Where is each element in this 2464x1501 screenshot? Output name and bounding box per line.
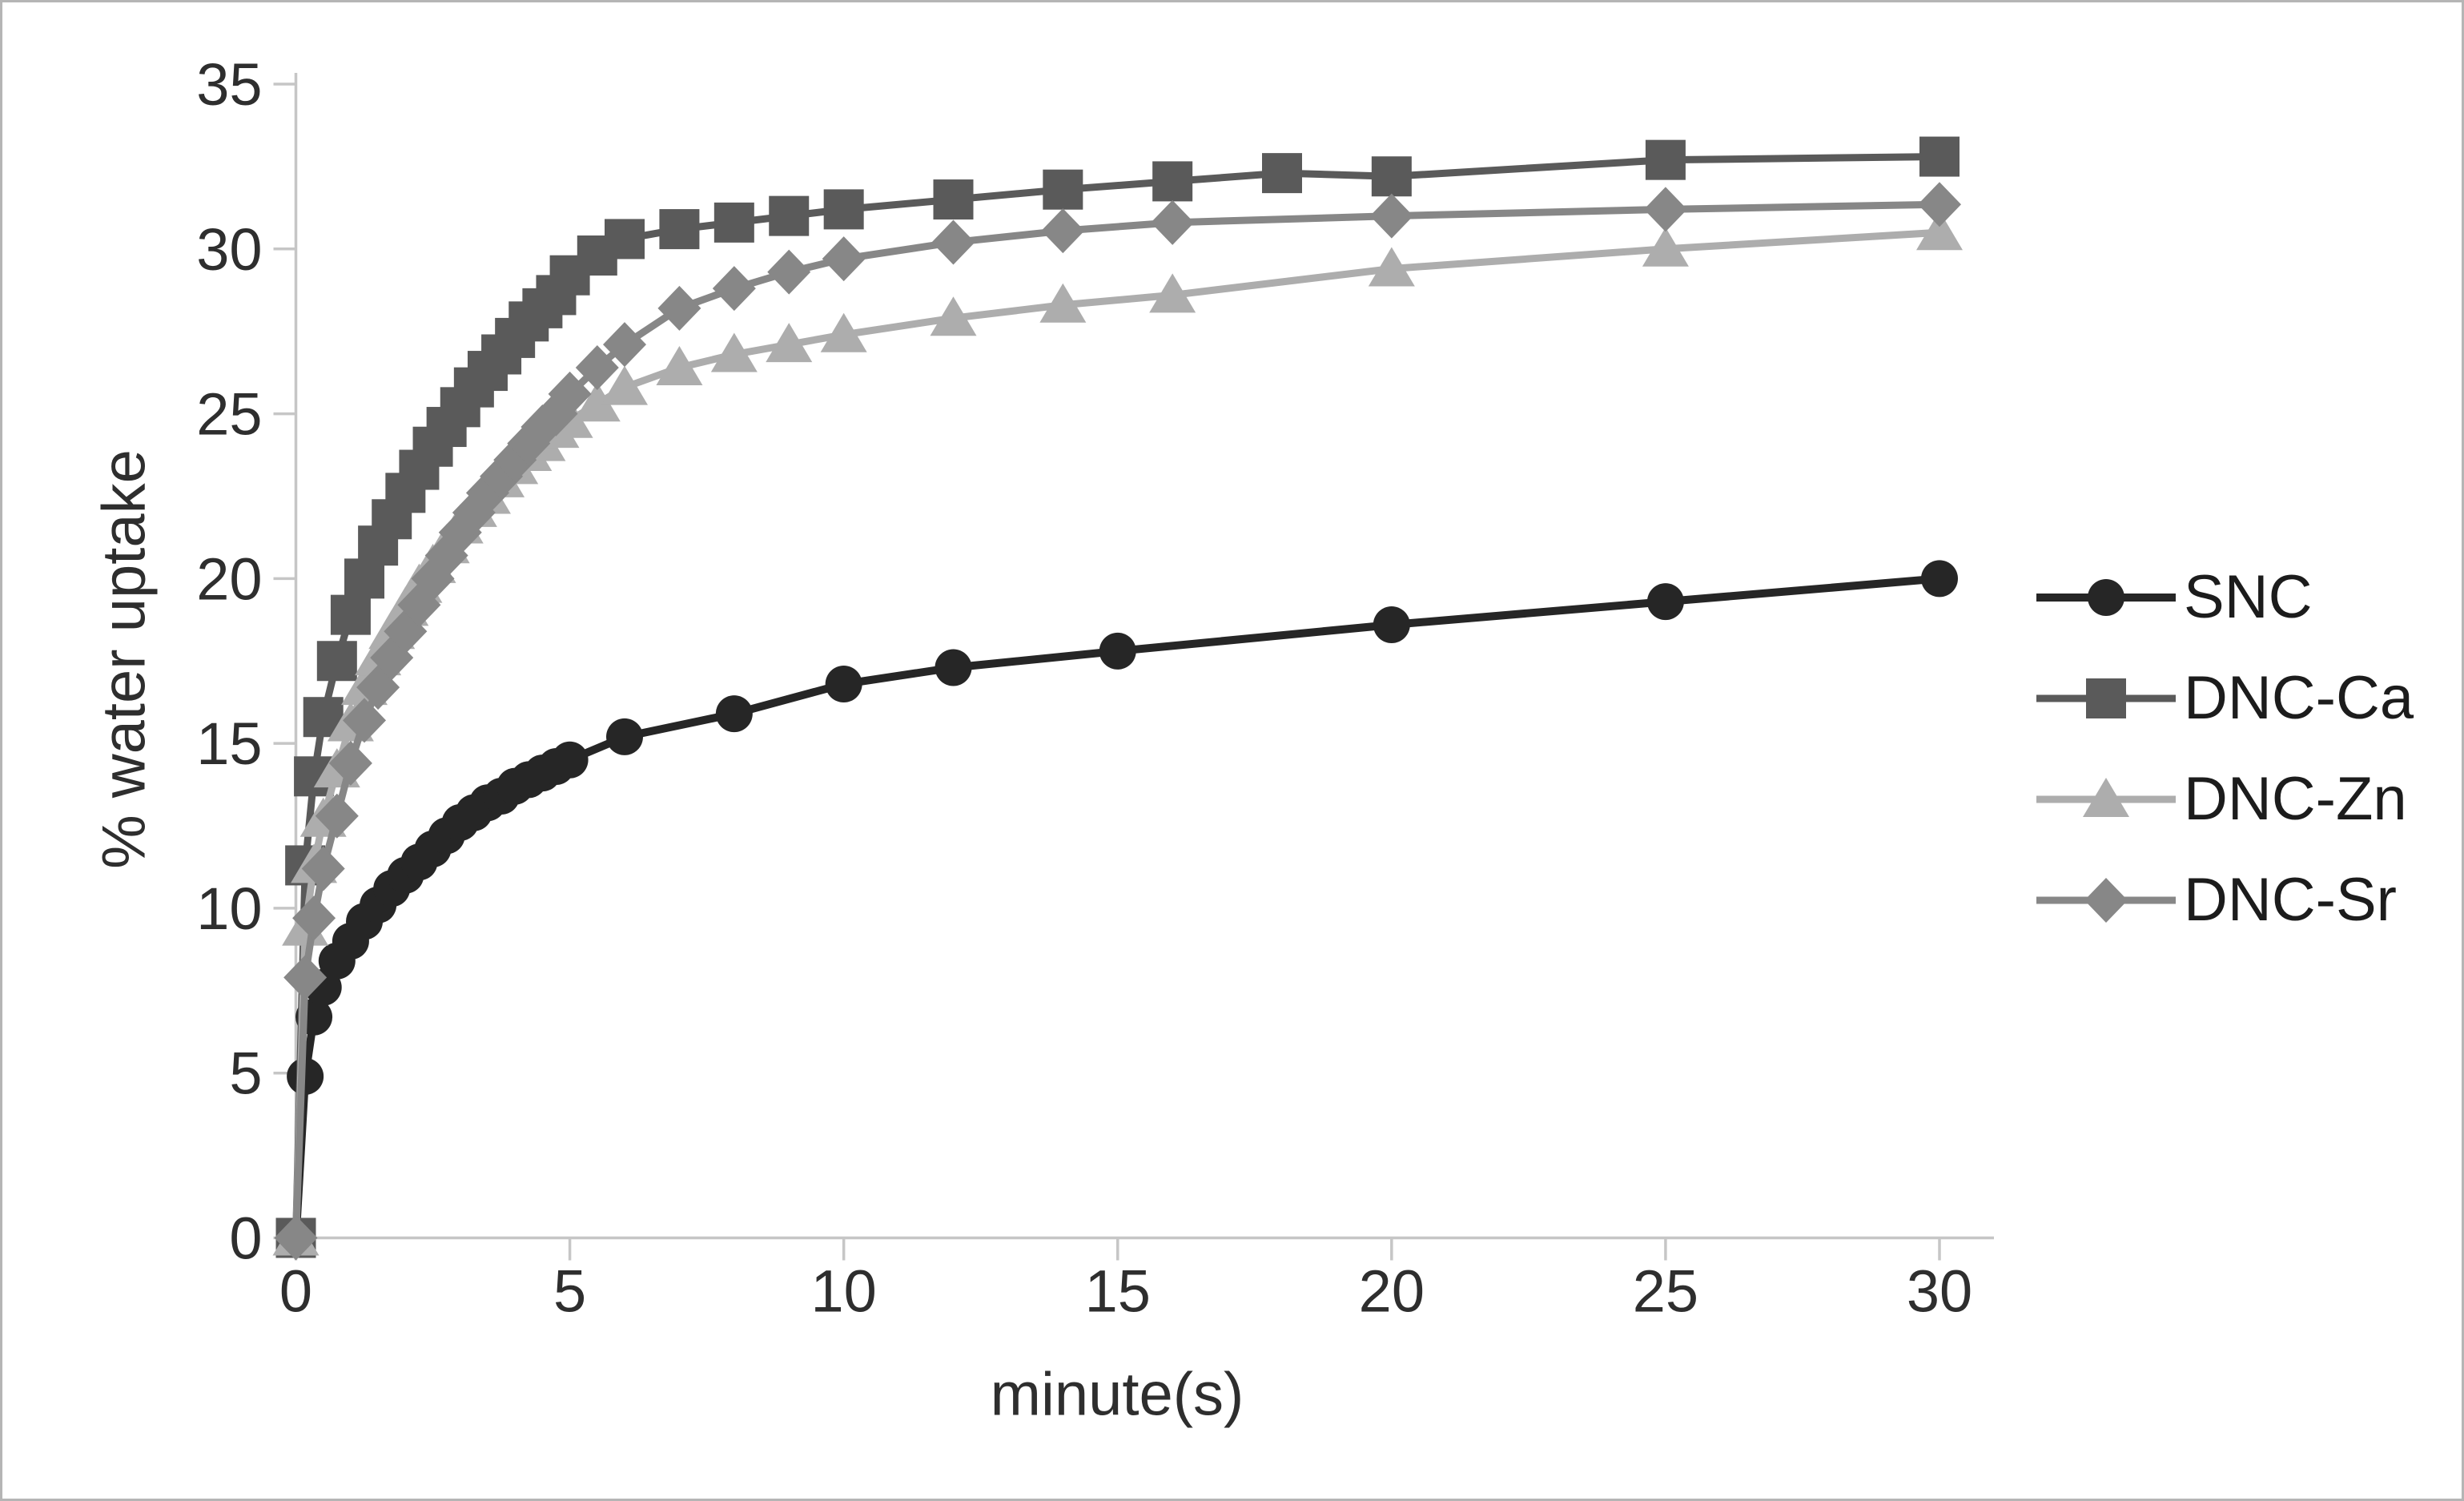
triangle-marker <box>1149 273 1196 313</box>
circle-marker <box>1373 606 1410 643</box>
diamond-marker <box>1369 193 1413 239</box>
diamond-marker <box>1918 182 1961 227</box>
diamond-marker <box>2084 878 2128 923</box>
square-marker <box>659 209 700 250</box>
x-tick-label: 25 <box>1633 1258 1698 1325</box>
circle-marker <box>825 666 862 703</box>
circle-marker <box>715 695 753 733</box>
square-marker <box>330 594 371 635</box>
dnc-sr-line-marker-icon <box>2036 878 2176 923</box>
y-axis-title: % water uptake <box>90 449 159 869</box>
triangle-marker <box>930 296 977 336</box>
diamond-marker <box>292 895 336 941</box>
series-dnc-ca <box>275 136 1960 1258</box>
legend-item-dnc-ca: DNC-Ca <box>2035 648 2414 749</box>
legend: SNC DNC-Ca DNC-Zn DNC-Sr <box>2035 547 2414 951</box>
circle-marker <box>2088 579 2124 616</box>
legend-label: DNC-Sr <box>2184 866 2397 934</box>
legend-item-dnc-sr: DNC-Sr <box>2035 850 2414 951</box>
square-marker <box>1371 156 1412 197</box>
square-marker <box>316 641 357 682</box>
dnc-ca-line-marker-icon <box>2036 678 2176 718</box>
series-line <box>292 200 1940 1238</box>
diamond-marker <box>712 266 756 312</box>
y-tick-label: 10 <box>196 875 262 942</box>
x-tick-label: 30 <box>1907 1258 1972 1325</box>
y-tick-label: 25 <box>196 381 262 448</box>
triangle-marker <box>1039 283 1087 323</box>
y-tick-label: 15 <box>196 710 262 777</box>
square-marker <box>823 189 864 230</box>
circle-marker <box>935 649 972 686</box>
x-tick-label: 20 <box>1359 1258 1425 1325</box>
diamond-marker <box>822 236 866 282</box>
x-axis-title: minute(s) <box>990 1360 1244 1429</box>
diamond-marker <box>1643 187 1687 232</box>
legend-label: SNC <box>2184 563 2313 631</box>
circle-marker <box>606 718 643 755</box>
diamond-marker <box>301 846 345 891</box>
square-marker <box>713 202 754 243</box>
triangle-marker <box>2083 778 2129 817</box>
square-marker <box>605 219 645 260</box>
diamond-marker <box>274 1215 318 1261</box>
triangle-marker <box>573 382 621 422</box>
legend-item-dnc-zn: DNC-Zn <box>2035 749 2414 850</box>
series-line <box>292 228 1940 1238</box>
diamond-marker <box>1041 208 1085 254</box>
circle-marker <box>1099 632 1136 670</box>
triangle-marker <box>1368 247 1415 287</box>
square-marker <box>1152 161 1193 202</box>
x-tick-label: 10 <box>811 1258 877 1325</box>
y-tick-label: 35 <box>196 51 262 118</box>
triangle-marker <box>710 332 758 372</box>
square-marker <box>1919 136 1960 177</box>
triangle-marker <box>656 345 703 385</box>
diamond-marker <box>603 322 646 368</box>
x-tick-label: 0 <box>279 1258 312 1325</box>
diamond-marker <box>370 635 414 681</box>
circle-marker <box>1921 560 1958 598</box>
triangle-marker <box>820 312 867 352</box>
square-marker <box>769 195 810 236</box>
diamond-marker <box>1151 199 1195 245</box>
square-marker <box>1645 139 1686 180</box>
series-line <box>291 574 1940 1238</box>
x-tick-label: 5 <box>553 1258 586 1325</box>
diamond-marker <box>767 249 811 295</box>
diamond-marker <box>931 219 975 265</box>
triangle-marker <box>601 365 648 405</box>
series-dnc-sr <box>274 182 1961 1261</box>
y-tick-label: 0 <box>229 1205 262 1272</box>
series-dnc-zn <box>272 211 1963 1256</box>
diamond-marker <box>548 371 592 416</box>
triangle-marker <box>766 323 813 363</box>
square-marker <box>1043 169 1083 210</box>
square-marker <box>1262 153 1302 194</box>
legend-label: DNC-Zn <box>2184 765 2407 833</box>
triangle-marker <box>1642 227 1689 267</box>
snc-line-marker-icon <box>2036 579 2176 616</box>
series-snc <box>277 560 1958 1257</box>
legend-label: DNC-Ca <box>2184 664 2414 732</box>
diamond-marker <box>315 793 359 839</box>
y-tick-label: 5 <box>229 1040 262 1107</box>
square-marker <box>2086 678 2126 718</box>
diamond-marker <box>328 740 372 786</box>
y-tick-label: 30 <box>196 216 262 283</box>
triangle-marker <box>1916 211 1963 251</box>
diamond-marker <box>575 344 619 390</box>
circle-marker <box>1646 583 1684 621</box>
x-tick-label: 15 <box>1085 1258 1151 1325</box>
y-tick-label: 20 <box>196 545 262 612</box>
diamond-marker <box>657 285 701 331</box>
legend-item-snc: SNC <box>2035 547 2414 648</box>
circle-marker <box>551 741 589 779</box>
diamond-marker <box>343 698 387 743</box>
dnc-zn-line-marker-icon <box>2036 778 2176 817</box>
diamond-marker <box>283 955 328 1000</box>
square-marker <box>933 179 974 220</box>
